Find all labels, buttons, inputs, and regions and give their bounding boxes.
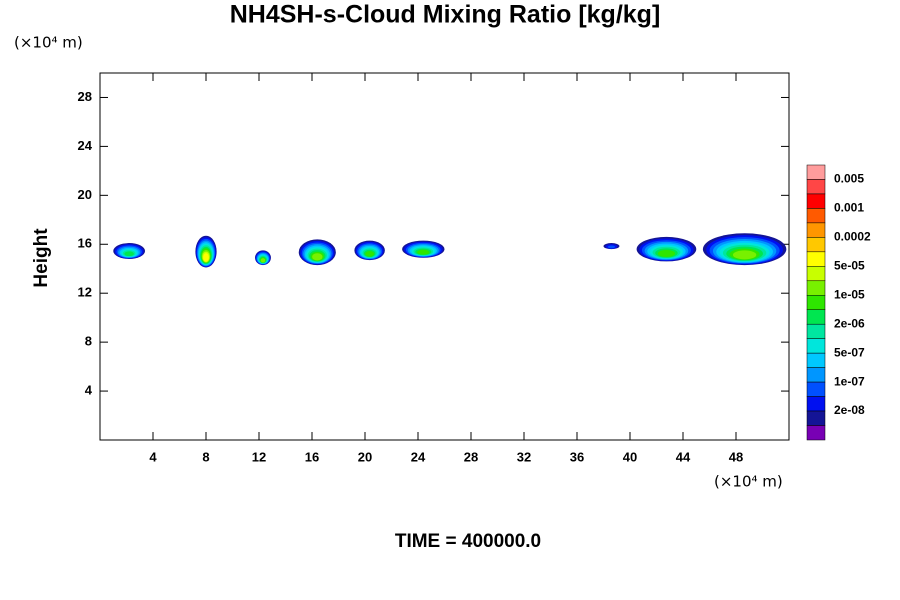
x-tick-label: 44 [676, 449, 691, 464]
y-tick-label: 8 [85, 334, 92, 349]
y-tick-label: 28 [78, 89, 92, 104]
colorbar-swatch [806, 295, 826, 310]
colorbar-swatch [806, 396, 826, 412]
colorbar-swatch [806, 266, 826, 282]
x-tick-label: 8 [202, 449, 209, 464]
x-tick-label: 40 [623, 449, 637, 464]
x-tick-label: 36 [570, 449, 584, 464]
cloud [354, 240, 385, 261]
x-tick-label: 20 [358, 449, 372, 464]
colorbar-label: 0.005 [834, 172, 864, 186]
y-tick-label: 24 [78, 138, 93, 153]
colorbar-swatch [806, 208, 826, 224]
colorbar-swatch [806, 193, 826, 209]
cloud [636, 236, 697, 262]
cloud [402, 240, 445, 258]
colorbar-swatch [806, 352, 826, 368]
cloud-level [365, 251, 375, 257]
colorbar-swatch [806, 164, 826, 180]
y-tick-label: 12 [78, 285, 92, 300]
colorbar-swatch [806, 410, 826, 426]
cloud [195, 235, 217, 268]
colorbar-swatch [806, 280, 826, 296]
colorbar-swatch [806, 381, 826, 397]
colorbar-label: 0.001 [834, 201, 864, 215]
cloud [298, 239, 336, 266]
colorbar-label: 5e-07 [834, 345, 865, 359]
chart-title: NH4SH-s-Cloud Mixing Ratio [kg/kg] [230, 1, 661, 29]
x-unit: (×10⁴ m) [714, 473, 783, 491]
cloud-level [124, 251, 134, 257]
y-unit: (×10⁴ m) [14, 34, 83, 52]
x-tick-label: 48 [729, 449, 743, 464]
colorbar-label: 0.0002 [834, 230, 871, 244]
colorbar-label: 1e-07 [834, 374, 865, 388]
colorbar-swatch [806, 323, 826, 339]
x-tick-label: 4 [149, 449, 157, 464]
colorbar-swatch [806, 222, 826, 238]
cloud-level [417, 249, 430, 255]
colorbar-label: 2e-06 [834, 316, 865, 330]
colorbar-swatch [806, 251, 826, 267]
cloud [702, 233, 787, 266]
colorbar-swatch [806, 179, 826, 195]
cloud-level [657, 249, 676, 258]
colorbar-swatch [806, 237, 826, 253]
y-axis-label: Height [31, 228, 52, 288]
colorbar-swatch [806, 367, 826, 383]
cloud [255, 250, 271, 266]
x-tick-label: 12 [252, 449, 266, 464]
cloud-level [260, 258, 266, 263]
x-tick-label: 32 [517, 449, 531, 464]
y-tick-label: 16 [78, 236, 92, 251]
x-tick-label: 28 [464, 449, 478, 464]
footer: TIME = 400000.0 [395, 531, 541, 552]
cloud-level [203, 253, 209, 262]
colorbar-swatch [806, 338, 826, 354]
colorbar-label: 1e-05 [834, 287, 865, 301]
cloud-level [732, 250, 757, 260]
colorbar-label: 5e-05 [834, 258, 865, 272]
colorbar-swatch [806, 309, 826, 325]
x-tick-label: 24 [411, 449, 426, 464]
y-tick-label: 20 [78, 187, 92, 202]
cloud-level [607, 245, 616, 249]
x-tick-label: 16 [305, 449, 319, 464]
cloud [603, 243, 620, 250]
cloud [113, 243, 146, 259]
plot-frame [99, 72, 790, 441]
cloud-level [312, 253, 323, 261]
colorbar-swatch [806, 425, 826, 441]
y-tick-label: 4 [85, 383, 93, 398]
colorbar-label: 2e-08 [834, 403, 865, 417]
